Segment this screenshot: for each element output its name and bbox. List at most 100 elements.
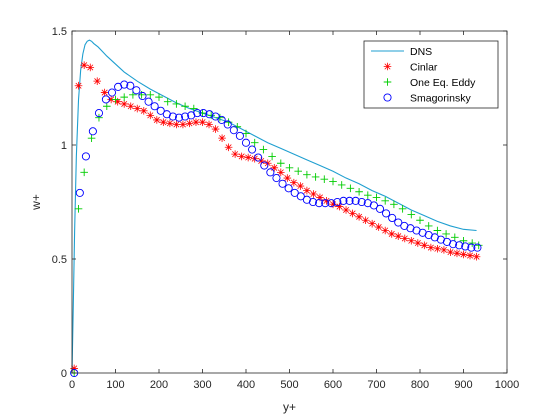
data-point-smagorinsky [308, 197, 318, 207]
data-point-cinlar [335, 202, 344, 211]
data-point-smagorinsky [278, 179, 287, 188]
data-point-one-eq-eddy [285, 164, 294, 172]
data-point-smagorinsky [199, 109, 208, 118]
data-point-one-eq-eddy [95, 113, 103, 122]
data-point-cinlar [263, 159, 272, 168]
data-point-cinlar [466, 251, 474, 260]
data-point-one-eq-eddy [433, 226, 442, 235]
data-point-smagorinsky [296, 192, 305, 201]
series-smagorinsky [70, 80, 482, 378]
data-point-cinlar [80, 61, 88, 69]
data-point-one-eq-eddy [87, 134, 96, 142]
data-point-cinlar [231, 150, 239, 158]
data-point-cinlar [420, 241, 429, 250]
data-point-one-eq-eddy [80, 168, 88, 177]
data-point-cinlar [453, 249, 461, 258]
data-point-cinlar [93, 77, 102, 85]
y-tick-label: 1 [61, 140, 67, 152]
x-axis-label: y+ [283, 400, 296, 414]
data-point-one-eq-eddy [259, 145, 268, 154]
data-point-smagorinsky [388, 213, 397, 223]
data-point-cinlar [355, 213, 363, 221]
data-point-smagorinsky [193, 109, 202, 118]
data-point-smagorinsky [461, 242, 470, 251]
legend-swatch [383, 93, 392, 102]
x-tick-label: 100 [106, 379, 124, 391]
data-point-one-eq-eddy [224, 118, 233, 126]
data-point-one-eq-eddy [250, 138, 259, 147]
data-point-one-eq-eddy [207, 111, 215, 120]
data-point-cinlar [361, 216, 370, 225]
data-point-one-eq-eddy [329, 177, 337, 186]
data-point-one-eq-eddy [111, 95, 120, 104]
data-point-smagorinsky [394, 218, 403, 227]
data-point-smagorinsky [382, 209, 391, 218]
data-point-smagorinsky [467, 243, 476, 252]
data-point-one-eq-eddy [155, 93, 163, 101]
data-point-smagorinsky [449, 240, 458, 249]
data-point-cinlar [224, 143, 233, 152]
data-point-cinlar [139, 107, 148, 115]
data-point-smagorinsky [144, 97, 153, 106]
data-point-cinlar [257, 157, 266, 165]
data-point-smagorinsky [266, 168, 275, 177]
x-tick-label: 800 [411, 379, 429, 391]
data-point-cinlar [400, 234, 409, 243]
data-point-one-eq-eddy [268, 152, 276, 161]
legend-item-smagorinsky: Smagorinsky [383, 92, 471, 104]
legend-item-one-eq-eddy: One Eq. Eddy [383, 77, 476, 89]
data-point-smagorinsky [81, 152, 90, 161]
data-point-cinlar [329, 200, 337, 209]
data-point-smagorinsky [101, 95, 110, 104]
data-point-cinlar [342, 206, 350, 214]
data-point-cinlar [120, 100, 128, 108]
data-point-one-eq-eddy [372, 193, 381, 202]
data-point-one-eq-eddy [407, 210, 416, 219]
data-point-smagorinsky [126, 81, 135, 90]
data-point-cinlar [70, 364, 78, 373]
data-point-cinlar [427, 243, 435, 252]
data-point-one-eq-eddy [398, 205, 407, 213]
data-point-cinlar [387, 230, 396, 238]
data-point-smagorinsky [168, 112, 177, 121]
axis-ticks: 0 100 200 300 400 500 600 700 800 900 1000 0 0.5 1 1.5 [52, 26, 520, 391]
x-tick-label: 600 [324, 379, 342, 391]
data-point-one-eq-eddy [337, 181, 346, 189]
data-point-smagorinsky [88, 127, 97, 136]
data-point-smagorinsky [369, 201, 378, 210]
data-point-smagorinsky [284, 184, 293, 193]
data-point-cinlar [277, 168, 285, 177]
data-point-cinlar [407, 236, 416, 245]
data-point-one-eq-eddy [163, 97, 172, 106]
data-point-cinlar [126, 102, 135, 111]
data-point-cinlar [472, 252, 481, 261]
data-point-cinlar [100, 88, 109, 97]
data-point-smagorinsky [375, 204, 385, 213]
data-point-one-eq-eddy [277, 159, 285, 168]
data-point-cinlar [270, 164, 279, 172]
data-point-cinlar [192, 118, 200, 126]
data-point-smagorinsky [315, 199, 324, 208]
data-point-one-eq-eddy [216, 113, 224, 122]
data-point-one-eq-eddy [146, 91, 155, 99]
data-point-smagorinsky [254, 153, 263, 162]
x-tick-label: 500 [280, 379, 298, 391]
legend-label: Cinlar [410, 61, 438, 73]
data-point-cinlar [446, 248, 455, 256]
data-point-cinlar [237, 152, 246, 161]
data-point-one-eq-eddy [320, 175, 329, 183]
data-point-smagorinsky [473, 243, 482, 252]
data-point-smagorinsky [235, 131, 244, 140]
data-point-cinlar [283, 174, 292, 182]
data-point-one-eq-eddy [181, 102, 189, 111]
data-point-cinlar [316, 193, 324, 202]
data-point-smagorinsky [321, 199, 330, 208]
legend-box [363, 40, 499, 109]
data-point-cinlar [368, 219, 376, 228]
legend-label: Smagorinsky [410, 92, 471, 104]
data-point-one-eq-eddy [311, 173, 320, 181]
data-point-smagorinsky [229, 126, 238, 135]
data-point-one-eq-eddy [424, 222, 433, 230]
data-point-one-eq-eddy [303, 170, 311, 179]
data-point-smagorinsky [339, 196, 348, 205]
